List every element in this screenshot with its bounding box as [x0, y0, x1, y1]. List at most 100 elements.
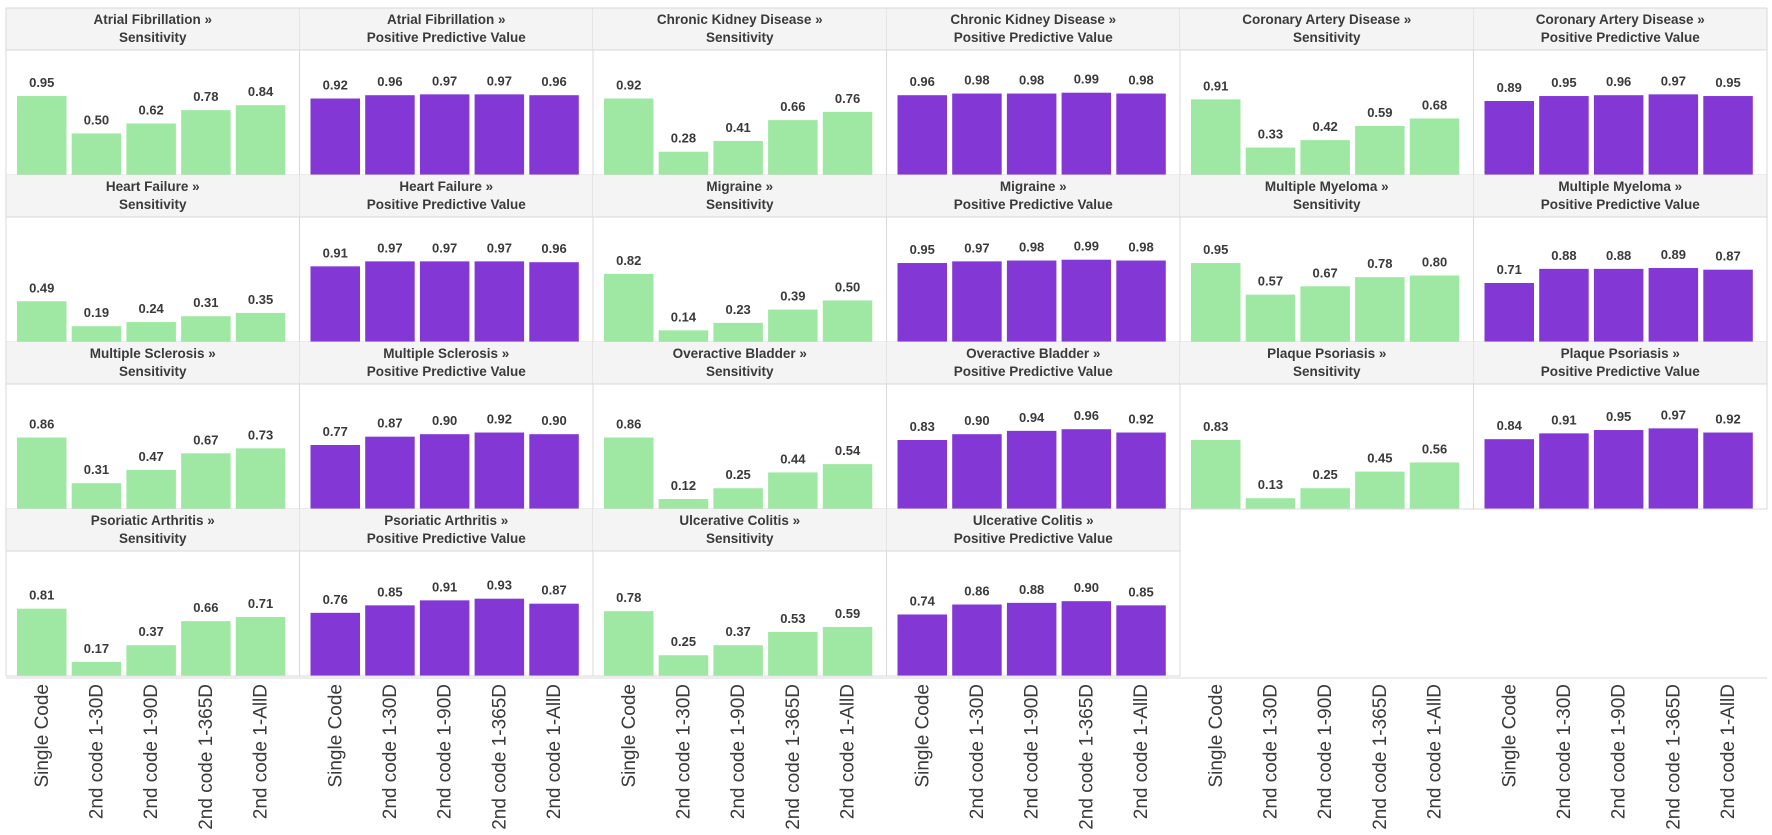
bar [17, 608, 67, 676]
data-label: 0.92 [1715, 412, 1740, 427]
bar [181, 453, 231, 509]
panel-title: Overactive Bladder » [673, 346, 807, 361]
data-label: 0.91 [1203, 78, 1228, 93]
data-label: 0.90 [1074, 580, 1099, 595]
data-label: 0.89 [1497, 80, 1522, 95]
panel-header [1180, 342, 1474, 384]
x-tick-label: 2nd code 1-365D [196, 684, 217, 830]
x-tick-label: 2nd code 1-30D [380, 684, 401, 819]
chart-panel: Heart Failure » Positive Predictive Value… [299, 175, 594, 343]
bar [126, 322, 176, 342]
bar [1539, 96, 1589, 175]
data-label: 0.96 [910, 74, 935, 89]
data-label: 0.71 [1497, 262, 1522, 277]
chart-panel: Plaque Psoriasis » Sensitivity 0.83 0.13 0.2… [1180, 342, 1474, 510]
data-label: 0.13 [1258, 477, 1283, 492]
panel-header [6, 175, 300, 217]
data-label: 0.87 [377, 416, 402, 431]
panel-header [6, 342, 300, 384]
bar [1116, 260, 1166, 342]
data-label: 0.37 [725, 624, 750, 639]
bar [713, 140, 763, 175]
bar [529, 434, 579, 509]
bar [1355, 471, 1405, 509]
data-label: 0.86 [29, 417, 54, 432]
panel-title: Chronic Kidney Disease » [950, 12, 1116, 27]
data-label: 0.98 [1019, 73, 1044, 88]
panel-subtitle: Positive Predictive Value [367, 197, 527, 212]
bar [529, 262, 579, 342]
bar [768, 120, 818, 175]
bar [1191, 99, 1241, 175]
data-label: 0.84 [248, 84, 274, 99]
bar [71, 661, 122, 676]
panel-subtitle: Positive Predictive Value [367, 364, 527, 379]
bar [822, 626, 873, 676]
panel-subtitle: Positive Predictive Value [1541, 364, 1701, 379]
data-label: 0.98 [964, 73, 989, 88]
data-label: 0.92 [323, 78, 348, 93]
bar [474, 432, 525, 509]
panel-subtitle: Positive Predictive Value [954, 197, 1114, 212]
data-label: 0.96 [1074, 408, 1099, 423]
x-tick-label: 2nd code 1-90D [1315, 684, 1336, 819]
data-label: 0.96 [1606, 74, 1631, 89]
bar [365, 261, 415, 342]
data-label: 0.59 [1367, 105, 1392, 120]
data-label: 0.88 [1019, 582, 1044, 597]
data-label: 0.98 [1019, 240, 1044, 255]
x-tick-label: 2nd code 1-90D [1609, 684, 1630, 819]
data-label: 0.39 [780, 289, 805, 304]
data-label: 0.85 [1128, 584, 1153, 599]
bar [1409, 462, 1460, 509]
data-label: 0.95 [1606, 409, 1631, 424]
panel-header [593, 8, 887, 50]
chart-panel: Chronic Kidney Disease » Sensitivity 0.92 0… [593, 8, 887, 176]
bar [897, 614, 947, 676]
panel-header [299, 175, 593, 217]
panel-subtitle: Sensitivity [706, 531, 774, 546]
bar [658, 499, 709, 509]
data-label: 0.91 [432, 579, 457, 594]
data-label: 0.25 [725, 467, 750, 482]
panel-subtitle: Sensitivity [119, 197, 187, 212]
panel-header [6, 8, 300, 50]
chart-panel: Ulcerative Colitis » Positive Predictive … [886, 509, 1181, 677]
panel-header [299, 342, 593, 384]
data-label: 0.97 [487, 73, 512, 88]
x-tick-label: 2nd code 1-90D [1022, 684, 1043, 819]
chart-panel: Psoriatic Arthritis » Sensitivity 0.81 0.17… [6, 509, 300, 677]
bar [1006, 602, 1057, 676]
bar [952, 261, 1002, 342]
bar [897, 440, 947, 509]
panel-title: Coronary Artery Disease » [1242, 12, 1411, 27]
panel-title: Ulcerative Colitis » [973, 513, 1094, 528]
x-tick-label: Single Code [1206, 684, 1227, 788]
x-tick-label: 2nd code 1-365D [489, 684, 510, 830]
data-label: 0.76 [323, 592, 348, 607]
panel-title: Atrial Fibrillation » [93, 12, 212, 27]
data-label: 0.25 [671, 634, 696, 649]
bar [1245, 147, 1296, 175]
bar [1061, 429, 1112, 509]
panel-title: Ulcerative Colitis » [679, 513, 800, 528]
bar [1409, 118, 1460, 175]
data-label: 0.67 [1312, 265, 1337, 280]
data-label: 0.47 [138, 449, 163, 464]
bar [17, 437, 67, 509]
bar [768, 631, 818, 676]
bar [822, 300, 873, 342]
bar [474, 261, 525, 342]
bar [604, 437, 654, 509]
chart-panel: Ulcerative Colitis » Sensitivity 0.78 0.25 0… [593, 509, 887, 677]
panel-header [1473, 175, 1767, 217]
bar [1484, 439, 1534, 509]
data-label: 0.12 [671, 478, 696, 493]
bar [235, 312, 286, 342]
data-label: 0.49 [29, 280, 54, 295]
data-label: 0.24 [138, 301, 164, 316]
bar [897, 95, 947, 175]
chart-panel: Multiple Myeloma » Sensitivity 0.95 0.57 0.6… [1180, 175, 1474, 343]
bar [1703, 96, 1753, 175]
